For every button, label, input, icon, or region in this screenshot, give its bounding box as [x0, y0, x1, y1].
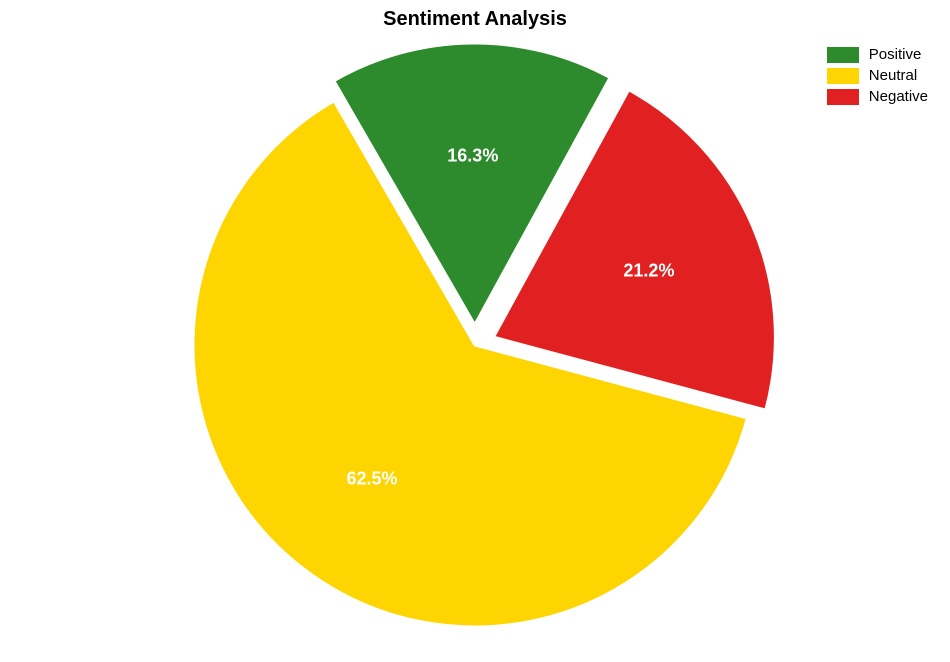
- legend-item-negative: Negative: [827, 88, 928, 105]
- slice-label-positive: 16.3%: [447, 145, 498, 166]
- legend-swatch: [827, 47, 859, 63]
- slice-label-neutral: 62.5%: [346, 469, 397, 490]
- legend-item-neutral: Neutral: [827, 67, 928, 84]
- pie-chart: [0, 0, 950, 662]
- legend-swatch: [827, 89, 859, 105]
- legend-label: Positive: [869, 46, 922, 63]
- legend-item-positive: Positive: [827, 46, 928, 63]
- legend-swatch: [827, 68, 859, 84]
- slice-label-negative: 21.2%: [623, 260, 674, 281]
- legend-label: Neutral: [869, 67, 917, 84]
- legend: Positive Neutral Negative: [827, 46, 928, 109]
- legend-label: Negative: [869, 88, 928, 105]
